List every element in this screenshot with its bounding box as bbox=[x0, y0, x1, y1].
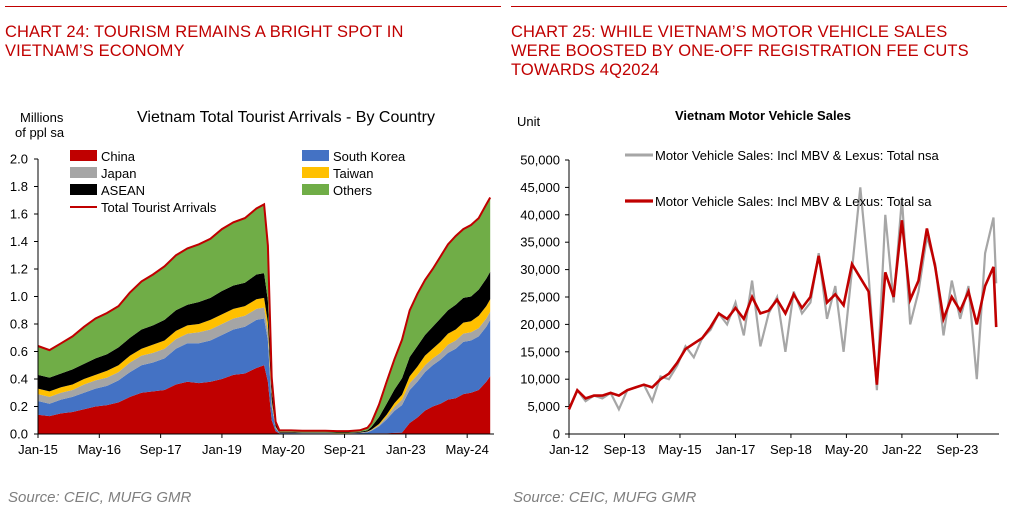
left-x-tick-label: May-20 bbox=[262, 442, 305, 457]
right-y-tick-label: 0 bbox=[553, 427, 560, 442]
legend-swatch-asean bbox=[70, 184, 97, 195]
left-x-tick-label: Jan-15 bbox=[18, 442, 58, 457]
left-x-tick-label: May-16 bbox=[78, 442, 121, 457]
right-source-note: Source: CEIC, MUFG GMR bbox=[513, 489, 697, 506]
left-chart-title: Vietnam Total Tourist Arrivals - By Coun… bbox=[137, 109, 435, 126]
legend-swatch-japan bbox=[70, 167, 97, 178]
left-y-tick-label: 0.0 bbox=[10, 427, 28, 442]
left-y-tick-label: 1.4 bbox=[10, 234, 28, 249]
left-y-tick-label: 1.0 bbox=[10, 289, 28, 304]
right-axes: 0 5,000 10,000 15,000 20,000 25,000 30,000 35,0… bbox=[520, 153, 999, 457]
left-source-note: Source: CEIC, MUFG GMR bbox=[8, 489, 192, 506]
legend-label-china: China bbox=[101, 149, 136, 164]
legend-label-others: Others bbox=[333, 183, 373, 198]
right-y-tick-label: 30,000 bbox=[520, 262, 560, 277]
left-y-label-line2: of ppl sa bbox=[15, 125, 65, 140]
left-legend: China Japan ASEAN Total Tourist Arrivals Sou… bbox=[70, 149, 406, 215]
sa-series-line bbox=[567, 220, 998, 410]
left-x-tick-label: May-24 bbox=[445, 442, 488, 457]
left-y-tick-label: 0.6 bbox=[10, 344, 28, 359]
right-y-tick-label: 15,000 bbox=[520, 344, 560, 359]
left-x-tick-label: Sep-21 bbox=[324, 442, 366, 457]
motor-vehicle-sales-chart: Vietnam Motor Vehicle Sales Unit 0 5,000 1… bbox=[517, 108, 999, 457]
tourist-arrivals-chart: Millions of ppl sa Vietnam Total Tourist… bbox=[10, 109, 494, 457]
right-x-tick-label: Jan-17 bbox=[716, 442, 756, 457]
right-heading-line1: CHART 25: WHILE VIETNAM’S MOTOR VEHICLE … bbox=[511, 23, 948, 41]
left-chart-heading: CHART 24: TOURISM REMAINS A BRIGHT SPOT … bbox=[5, 23, 403, 61]
right-x-tick-label: Sep-13 bbox=[604, 442, 646, 457]
legend-label-taiwan: Taiwan bbox=[333, 166, 373, 181]
right-y-tick-label: 40,000 bbox=[520, 207, 560, 222]
total-tourist-arrivals-line bbox=[37, 197, 492, 433]
left-y-tick-label: 1.8 bbox=[10, 179, 28, 194]
area-others bbox=[38, 197, 491, 433]
right-x-tick-label: May-15 bbox=[658, 442, 701, 457]
right-chart-heading: CHART 25: WHILE VIETNAM’S MOTOR VEHICLE … bbox=[511, 23, 969, 80]
left-heading-line1: CHART 24: TOURISM REMAINS A BRIGHT SPOT … bbox=[5, 23, 404, 41]
area-china bbox=[38, 365, 491, 434]
left-heading-line2: VIETNAM’S ECONOMY bbox=[5, 42, 185, 60]
left-x-tick-label: Sep-17 bbox=[140, 442, 182, 457]
right-y-tick-label: 50,000 bbox=[520, 153, 560, 168]
legend-label-asean: ASEAN bbox=[101, 183, 145, 198]
left-y-tick-label: 0.8 bbox=[10, 317, 28, 332]
left-y-tick-label: 0.4 bbox=[10, 372, 28, 387]
right-heading-line3: TOWARDS 4Q2024 bbox=[511, 61, 660, 79]
right-y-tick-label: 25,000 bbox=[520, 290, 560, 305]
left-y-label-line1: Millions bbox=[20, 110, 64, 125]
area-south-korea bbox=[38, 318, 491, 434]
legend-label-japan: Japan bbox=[101, 166, 136, 181]
right-chart-title: Vietnam Motor Vehicle Sales bbox=[675, 108, 851, 123]
right-y-tick-label: 35,000 bbox=[520, 235, 560, 250]
left-y-tick-label: 0.2 bbox=[10, 399, 28, 414]
left-x-tick-label: Jan-23 bbox=[386, 442, 426, 457]
legend-label-total: Total Tourist Arrivals bbox=[101, 200, 217, 215]
left-y-tick-label: 2.0 bbox=[10, 152, 28, 167]
right-x-tick-label: Jan-22 bbox=[882, 442, 922, 457]
area-japan bbox=[38, 307, 491, 434]
legend-label-nsa: Motor Vehicle Sales: Incl MBV & Lexus: T… bbox=[655, 148, 940, 163]
right-x-tick-label: Sep-23 bbox=[936, 442, 978, 457]
right-y-tick-label: 45,000 bbox=[520, 180, 560, 195]
left-x-tick-label: Jan-19 bbox=[202, 442, 242, 457]
left-y-tick-label: 1.6 bbox=[10, 207, 28, 222]
legend-swatch-taiwan bbox=[302, 167, 329, 178]
right-heading-rule bbox=[511, 6, 1007, 7]
area-asean bbox=[38, 271, 491, 433]
right-y-tick-label: 5,000 bbox=[527, 399, 560, 414]
right-heading-line2: WERE BOOSTED BY ONE-OFF REGISTRATION FEE… bbox=[511, 42, 969, 60]
right-y-label: Unit bbox=[517, 114, 541, 129]
left-axes: 0.0 0.2 0.4 0.6 0.8 1.0 1.2 1.4 1.6 1.8 2.0 Jan-15 M… bbox=[10, 152, 494, 457]
right-y-tick-label: 20,000 bbox=[520, 317, 560, 332]
left-y-tick-label: 1.2 bbox=[10, 262, 28, 277]
nsa-series-line bbox=[567, 187, 998, 412]
legend-swatch-china bbox=[70, 150, 97, 161]
legend-label-sa: Motor Vehicle Sales: Incl MBV & Lexus: T… bbox=[655, 194, 932, 209]
right-legend: Motor Vehicle Sales: Incl MBV & Lexus: T… bbox=[625, 148, 940, 209]
legend-swatch-south-korea bbox=[302, 150, 329, 161]
legend-swatch-others bbox=[302, 184, 329, 195]
legend-label-south-korea: South Korea bbox=[333, 149, 406, 164]
right-x-tick-label: Sep-18 bbox=[770, 442, 812, 457]
right-x-tick-label: May-20 bbox=[825, 442, 868, 457]
left-stacked-areas bbox=[38, 197, 491, 434]
right-x-tick-label: Jan-12 bbox=[549, 442, 589, 457]
left-heading-rule bbox=[5, 6, 501, 7]
right-y-tick-label: 10,000 bbox=[520, 372, 560, 387]
